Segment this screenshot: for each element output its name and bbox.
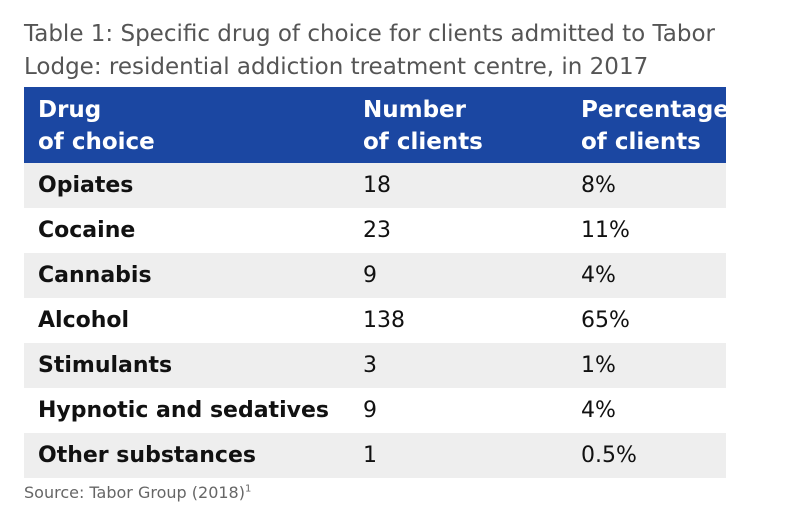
header-number-line-2: of clients: [363, 129, 483, 155]
header-drug-line-1: Drug: [38, 97, 102, 123]
percentage-cell: 11%: [567, 208, 726, 253]
source-footnote-marker: 1: [244, 483, 252, 495]
percentage-cell: 8%: [567, 163, 726, 208]
percentage-cell: 4%: [567, 388, 726, 433]
table-caption: Table 1: Specific drug of choice for cli…: [24, 18, 784, 84]
number-cell: 138: [349, 298, 567, 343]
table-header: Drug of choice Number of clients Percent…: [24, 87, 729, 163]
header-percentage-line-1: Percentage: [581, 97, 729, 123]
table-row: Stimulants 3 1%: [24, 343, 726, 388]
caption-line-1: Table 1: Specific drug of choice for cli…: [24, 21, 715, 47]
drug-cell: Stimulants: [24, 343, 349, 388]
header-drug-of-choice: Drug of choice: [24, 87, 349, 163]
drug-cell: Other substances: [24, 433, 349, 478]
table-body: Opiates 18 8% Cocaine 23 11% Cannabis 9 …: [24, 163, 726, 478]
header-row: Drug of choice Number of clients Percent…: [24, 87, 729, 163]
table-row: Opiates 18 8%: [24, 163, 726, 208]
source-text: Source: Tabor Group (2018): [24, 483, 245, 502]
table-row: Cannabis 9 4%: [24, 253, 726, 298]
header-number-line-1: Number: [363, 97, 466, 123]
header-number-of-clients: Number of clients: [349, 87, 567, 163]
number-cell: 23: [349, 208, 567, 253]
drug-cell: Alcohol: [24, 298, 349, 343]
number-cell: 3: [349, 343, 567, 388]
header-percentage-line-2: of clients: [581, 129, 701, 155]
percentage-cell: 0.5%: [567, 433, 726, 478]
drug-cell: Hypnotic and sedatives: [24, 388, 349, 433]
number-cell: 9: [349, 253, 567, 298]
caption-line-2: Lodge: residential addiction treatment c…: [24, 54, 649, 80]
table-row: Cocaine 23 11%: [24, 208, 726, 253]
header-drug-line-2: of choice: [38, 129, 155, 155]
header-percentage-of-clients: Percentage of clients: [567, 87, 729, 163]
table-row: Other substances 1 0.5%: [24, 433, 726, 478]
percentage-cell: 1%: [567, 343, 726, 388]
number-cell: 9: [349, 388, 567, 433]
drug-cell: Cocaine: [24, 208, 349, 253]
drug-cell: Opiates: [24, 163, 349, 208]
source-note: Source: Tabor Group (2018)1: [24, 483, 251, 502]
drug-cell: Cannabis: [24, 253, 349, 298]
percentage-cell: 65%: [567, 298, 726, 343]
drug-of-choice-table: Drug of choice Number of clients Percent…: [24, 87, 729, 478]
percentage-cell: 4%: [567, 253, 726, 298]
table-row: Hypnotic and sedatives 9 4%: [24, 388, 726, 433]
number-cell: 1: [349, 433, 567, 478]
table-row: Alcohol 138 65%: [24, 298, 726, 343]
number-cell: 18: [349, 163, 567, 208]
